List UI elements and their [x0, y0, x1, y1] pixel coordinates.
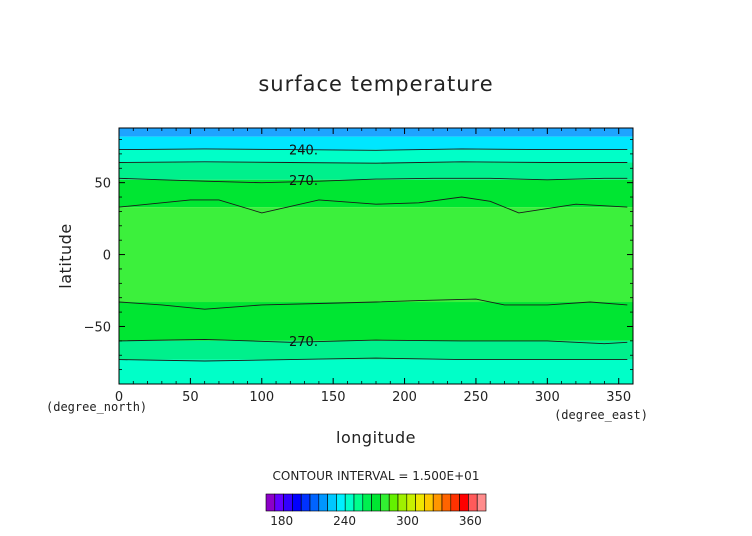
colorbar-cell: [327, 493, 337, 512]
x-tick-label: 50: [182, 390, 199, 405]
colorbar-cell: [300, 493, 311, 512]
field-band-3: [119, 162, 633, 180]
x-tick-label: 300: [535, 390, 560, 405]
contour-interval-text: CONTOUR INTERVAL = 1.500E+01: [273, 469, 480, 483]
x-tick-label: 250: [464, 390, 489, 405]
contour-line-285-4: [118, 298, 628, 310]
colorbar-cell: [397, 493, 408, 512]
colorbar-cell: [406, 493, 416, 512]
x-tick-label: 100: [249, 390, 274, 405]
colorbar-cell: [292, 493, 302, 512]
contour-label-text: 270.: [289, 335, 318, 350]
x-units-label: (degree_east): [554, 408, 648, 422]
contour-line-240-0: [118, 148, 628, 151]
contour-line-270-5: [118, 338, 628, 345]
temperature-field: [119, 128, 633, 384]
contour-label-2: 270.: [289, 335, 318, 350]
colorbar-tick-label: 240: [333, 514, 356, 528]
colorbar-tick-label: 360: [459, 514, 482, 528]
colorbar-cell: [476, 493, 487, 512]
field-band-5: [119, 207, 633, 303]
colorbar-cell: [441, 493, 452, 512]
colorbar-cell: [450, 493, 460, 512]
colorbar-ticks: 180 240 300 360: [270, 514, 481, 528]
contour-label-1: 270.: [289, 174, 318, 189]
field-band-7: [119, 340, 633, 360]
colorbar-cell: [415, 493, 425, 512]
y-axis-label: latitude: [56, 223, 75, 288]
colorbar-tick-label: 180: [270, 514, 293, 528]
colorbar-tick-label: 300: [396, 514, 419, 528]
x-tick-label: 150: [321, 390, 346, 405]
x-axis-ticks: 0 50 100 150 200 250 300 350: [115, 128, 631, 405]
y-axis-ticks: −50 0 50: [84, 139, 633, 371]
colorbar-cell: [265, 493, 276, 512]
colorbar-cell: [353, 493, 364, 512]
y-tick-label: −50: [84, 320, 111, 335]
contour-line-255-6: [118, 357, 628, 362]
contour-line-255-1: [118, 161, 628, 164]
colorbar-cell: [468, 493, 478, 512]
x-axis-label: longitude: [336, 428, 416, 447]
y-units-label: (degree_north): [46, 400, 147, 414]
colorbar-cell: [318, 493, 328, 512]
colorbar-cell: [362, 493, 372, 512]
contour-label-text: 240.: [289, 144, 318, 159]
colorbar-cell: [309, 493, 320, 512]
colorbar-cell: [380, 493, 390, 512]
colorbar-cell: [336, 493, 346, 512]
colorbar-cell: [274, 493, 284, 512]
colorbar-cell: [388, 493, 399, 512]
chart-title: surface temperature: [258, 72, 493, 96]
x-tick-label: 0: [115, 390, 123, 405]
field-band-4: [119, 179, 633, 208]
field-band-1: [119, 136, 633, 150]
contour-label-text: 270.: [289, 174, 318, 189]
colorbar-cell: [344, 493, 355, 512]
field-band-8: [119, 359, 633, 384]
x-tick-label: 200: [392, 390, 417, 405]
colorbar-cell: [424, 493, 434, 512]
colorbar-cell: [371, 493, 381, 512]
y-tick-label: 0: [103, 249, 111, 264]
contour-line-285-3: [118, 196, 628, 214]
y-tick-label: 50: [94, 177, 111, 192]
x-tick-label: 350: [606, 390, 631, 405]
field-band-0: [119, 128, 633, 137]
contour-line-270-2: [118, 177, 628, 184]
contour-label-0: 240.: [289, 144, 318, 159]
field-band-6: [119, 302, 633, 341]
colorbar-cell: [283, 493, 293, 512]
colorbar-cell: [432, 493, 443, 512]
contour-lines: [118, 148, 628, 362]
contour-labels: 240. 270. 270.: [289, 144, 318, 350]
field-band-2: [119, 149, 633, 163]
colorbar: [265, 493, 487, 512]
colorbar-cell: [459, 493, 469, 512]
